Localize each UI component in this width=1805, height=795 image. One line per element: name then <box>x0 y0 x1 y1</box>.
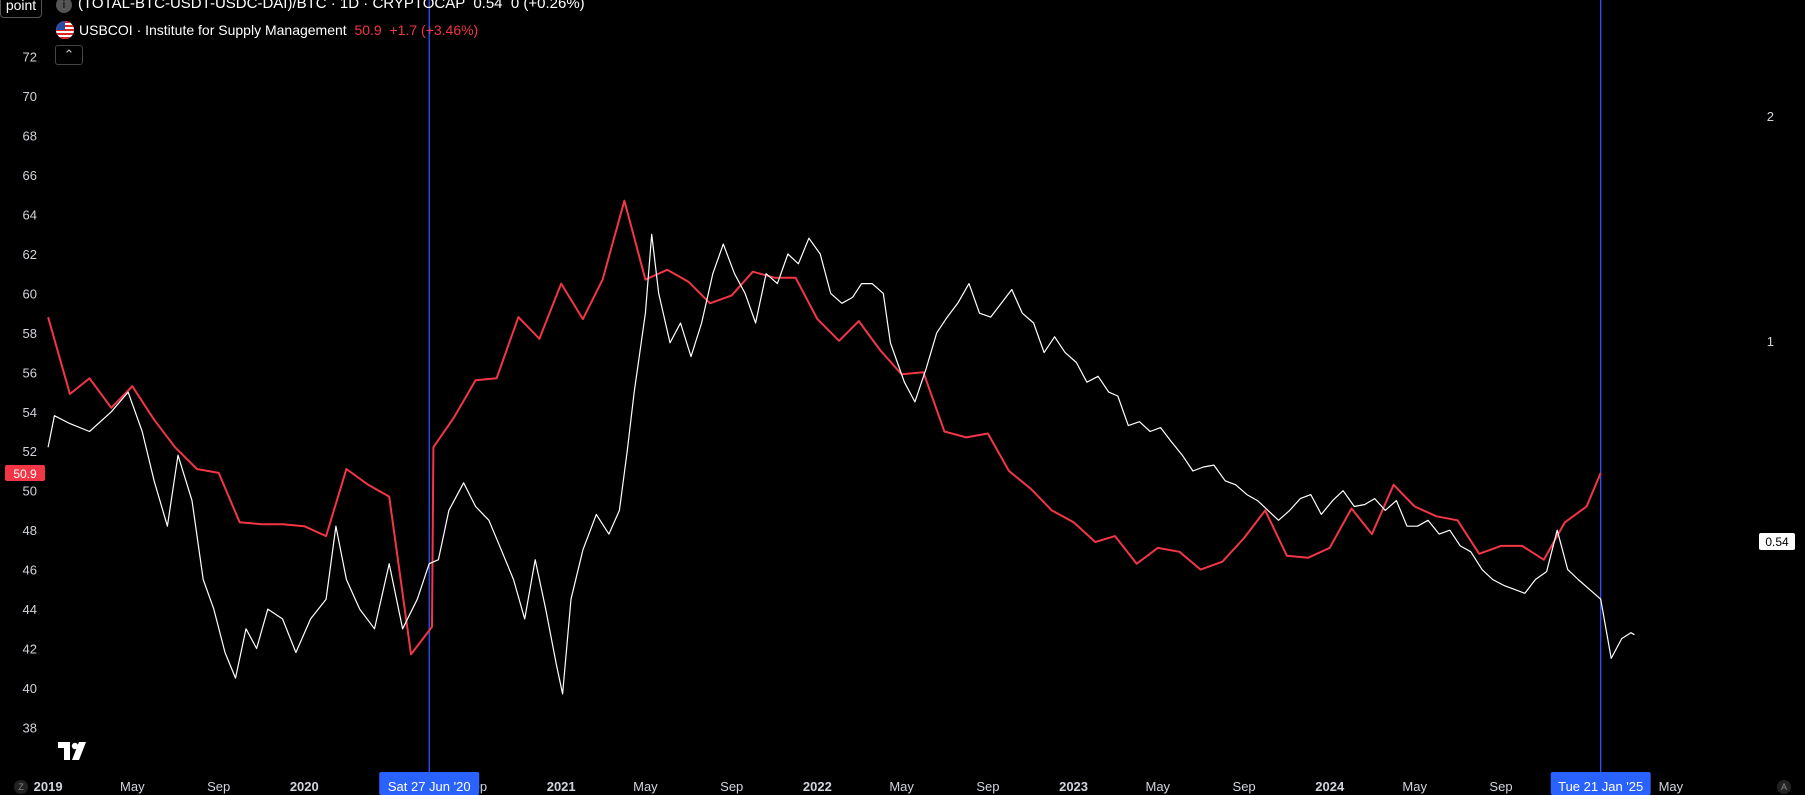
crosshair-date-badge <box>379 772 480 795</box>
y-tick-label: 38 <box>23 720 37 735</box>
x-tick-label: Sep <box>1233 779 1256 794</box>
y-tick-label: 56 <box>23 365 37 380</box>
y-tick-label: 46 <box>23 563 37 578</box>
tradingview-logo-icon[interactable] <box>58 742 90 765</box>
x-tick-label: May <box>120 779 145 794</box>
right-price-badge-label: 0.54 <box>1765 535 1789 549</box>
y-tick-label: 60 <box>23 286 37 301</box>
right-y-tick-label: 1 <box>1767 334 1774 349</box>
y-tick-label: 68 <box>23 129 37 144</box>
x-tick-label: 2024 <box>1315 779 1345 794</box>
main-change: 0 (+0.26%) <box>510 0 585 12</box>
y-tick-label: 54 <box>23 405 37 420</box>
altcoin-btc-series-line <box>47 233 1635 695</box>
x-tick-label: May <box>1402 779 1427 794</box>
point-mode-label: point <box>5 0 37 13</box>
right-y-tick-label: 2 <box>1767 109 1774 124</box>
y-tick-label: 44 <box>23 602 37 617</box>
y-tick-label: 70 <box>23 89 37 104</box>
chevron-up-icon[interactable]: ⌃ <box>55 45 83 65</box>
y-tick-label: 40 <box>23 681 37 696</box>
x-tick-label: May <box>1146 779 1171 794</box>
main-series-legend[interactable]: (TOTAL-BTC-USDT-USDC-DAI)/BTC · 1D · CRY… <box>78 0 585 12</box>
crosshair-date-badge <box>1550 772 1651 795</box>
y-tick-label: 42 <box>23 642 37 657</box>
y-tick-label: 50 <box>23 484 37 499</box>
timezone-icon[interactable]: Z <box>14 780 28 794</box>
left-price-badge <box>5 464 45 481</box>
x-tick-label: May <box>633 779 658 794</box>
x-tick-label: May <box>1659 779 1684 794</box>
point-mode-button[interactable]: point <box>0 0 42 18</box>
x-tick-label: 2022 <box>803 779 832 794</box>
y-tick-label: 58 <box>23 326 37 341</box>
info-icon[interactable]: i <box>56 0 72 13</box>
y-tick-label: 66 <box>23 168 37 183</box>
ism-series-line <box>47 199 1602 656</box>
y-tick-label: 52 <box>23 444 37 459</box>
x-tick-label: Sep <box>720 779 743 794</box>
auto-scale-icon[interactable]: A <box>1777 780 1791 794</box>
y-tick-label: 64 <box>23 208 37 223</box>
y-tick-label: 62 <box>23 247 37 262</box>
overlay-series-legend[interactable]: USBCOI · Institute for Supply Management… <box>79 22 478 38</box>
right-price-badge <box>1759 533 1795 551</box>
x-tick-label: 2023 <box>1059 779 1088 794</box>
x-tick-label: 2019 <box>34 779 63 794</box>
main-symbol: (TOTAL-BTC-USDT-USDC-DAI)/BTC · 1D · CRY… <box>78 0 465 12</box>
x-tick-label: 2020 <box>290 779 319 794</box>
x-tick-label: 2021 <box>547 779 576 794</box>
x-tick-label: Sep <box>1489 779 1512 794</box>
x-tick-label: Sep <box>207 779 230 794</box>
us-flag-icon <box>56 21 74 39</box>
x-tick-label: May <box>889 779 914 794</box>
x-tick-label: Sep <box>976 779 999 794</box>
overlay-symbol: USBCOI · Institute for Supply Management <box>79 22 347 38</box>
y-tick-label: 72 <box>23 50 37 65</box>
crosshair-date-label: Tue 21 Jan '25 <box>1558 779 1643 794</box>
overlay-change: +1.7 (+3.46%) <box>389 22 479 38</box>
crosshair-date-label: Sat 27 Jun '20 <box>388 779 471 794</box>
y-tick-label: 48 <box>23 523 37 538</box>
left-price-badge-label: 50.9 <box>13 467 37 481</box>
main-value: 0.54 <box>473 0 503 12</box>
overlay-value: 50.9 <box>354 22 382 38</box>
